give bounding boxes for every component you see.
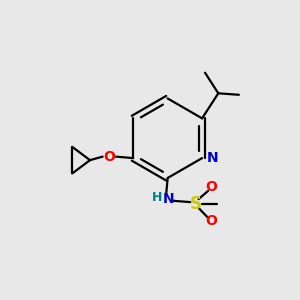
Text: O: O [205, 180, 217, 194]
Text: O: O [103, 150, 115, 164]
Text: N: N [162, 192, 174, 206]
Text: O: O [205, 214, 217, 228]
Text: N: N [207, 151, 219, 165]
Text: H: H [152, 191, 162, 204]
Text: S: S [190, 195, 202, 213]
